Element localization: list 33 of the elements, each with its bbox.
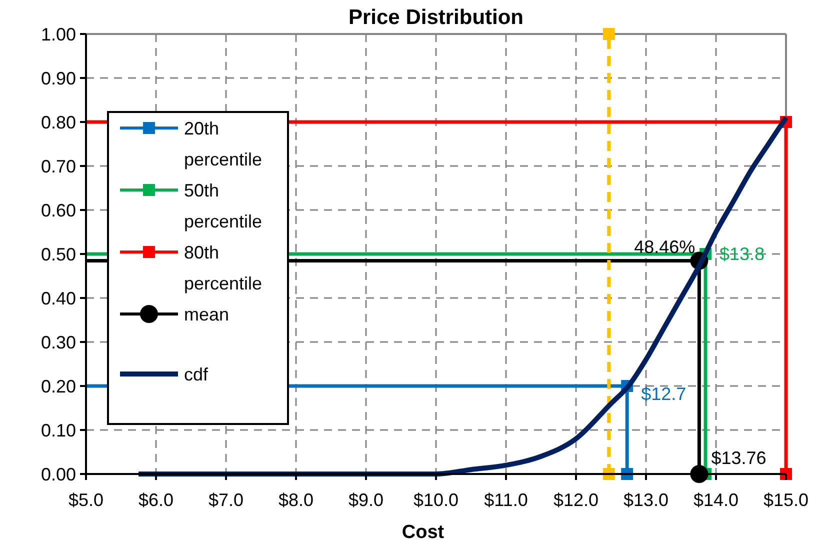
x-tick-label: $14.0 — [693, 490, 739, 510]
y-tick-label: 0.70 — [40, 156, 76, 176]
annotation: $13.76 — [711, 448, 766, 468]
x-tick-label: $13.0 — [623, 490, 669, 510]
annotation: $12.7 — [641, 384, 686, 404]
x-tick-label: $10.0 — [413, 490, 459, 510]
y-tick-label: 0.20 — [40, 376, 76, 396]
x-tick-label: $15.0 — [763, 490, 809, 510]
x-tick-label: $12.0 — [553, 490, 599, 510]
y-tick-label: 0.00 — [40, 464, 76, 484]
legend-label: 50th percentile — [184, 180, 262, 232]
x-tick-label: $5.0 — [68, 490, 104, 510]
y-tick-label: 0.40 — [40, 288, 76, 308]
y-tick-label: 1.00 — [40, 24, 76, 44]
annotation: $13.8 — [720, 244, 765, 264]
x-tick-label: $8.0 — [278, 490, 314, 510]
chart-title: Price Distribution — [348, 6, 524, 29]
x-tick-label: $7.0 — [208, 490, 244, 510]
legend-label: cdf — [184, 364, 210, 384]
x-tick-label: $9.0 — [348, 490, 384, 510]
y-tick-label: 0.50 — [40, 244, 76, 264]
y-tick-label: 0.60 — [40, 200, 76, 220]
x-tick-label: $6.0 — [138, 490, 174, 510]
y-tick-label: 0.10 — [40, 420, 76, 440]
y-tick-label: 0.80 — [40, 112, 76, 132]
point — [602, 28, 615, 40]
legend-label: 20th percentile — [184, 118, 262, 170]
y-tick-label: 0.90 — [40, 68, 76, 88]
annotation: 48.46% — [634, 236, 696, 257]
x-tick-label: $11.0 — [484, 490, 528, 510]
x-axis-title: Cost — [402, 522, 445, 540]
legend-label: mean — [184, 304, 230, 324]
y-tick-label: 0.30 — [40, 332, 76, 352]
